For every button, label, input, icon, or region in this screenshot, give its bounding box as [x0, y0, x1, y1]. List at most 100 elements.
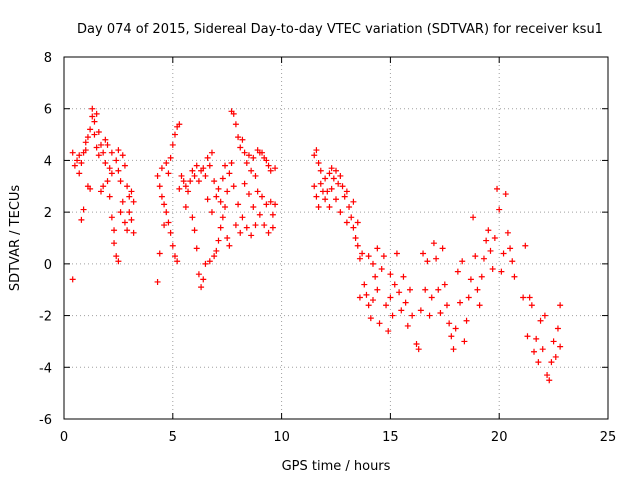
data-point-marker: [232, 121, 239, 128]
data-point-marker: [130, 229, 137, 236]
x-tick-label: 0: [60, 430, 68, 445]
data-point-marker: [248, 167, 255, 174]
data-point-marker: [84, 134, 91, 141]
data-point-marker: [167, 154, 174, 161]
data-point-marker: [502, 191, 509, 198]
data-point-marker: [69, 276, 76, 283]
data-point-marker: [367, 315, 374, 322]
data-point-marker: [398, 307, 405, 314]
data-point-marker: [241, 149, 248, 156]
y-axis-label: SDTVAR / TECUs: [8, 185, 23, 292]
data-point-marker: [69, 149, 76, 156]
data-point-marker: [117, 209, 124, 216]
data-point-marker: [435, 286, 442, 293]
data-point-marker: [256, 211, 263, 218]
data-point-marker: [230, 183, 237, 190]
data-point-marker: [400, 273, 407, 280]
data-point-marker: [380, 253, 387, 260]
data-point-marker: [428, 294, 435, 301]
data-point-marker: [126, 209, 133, 216]
data-point-marker: [396, 289, 403, 296]
data-point-marker: [206, 258, 213, 265]
data-point-marker: [524, 333, 531, 340]
x-tick-labels: 0 5 10 15 20 25: [60, 430, 616, 445]
data-point-marker: [206, 162, 213, 169]
data-point-marker: [402, 299, 409, 306]
data-point-marker: [102, 160, 109, 167]
data-point-marker: [97, 141, 104, 148]
data-point-marker: [533, 335, 540, 342]
data-point-marker: [113, 157, 120, 164]
data-point-marker: [385, 328, 392, 335]
data-point-marker: [341, 193, 348, 200]
data-point-marker: [430, 240, 437, 247]
data-point-marker: [387, 294, 394, 301]
data-point-marker: [241, 180, 248, 187]
data-point-marker: [544, 372, 551, 379]
data-point-marker: [215, 185, 222, 192]
data-point-marker: [245, 152, 252, 159]
data-point-marker: [171, 131, 178, 138]
data-point-marker: [472, 253, 479, 260]
data-point-marker: [337, 172, 344, 179]
data-point-marker: [474, 286, 481, 293]
data-point-marker: [363, 291, 370, 298]
data-point-marker: [478, 273, 485, 280]
data-point-marker: [198, 284, 205, 291]
data-point-marker: [202, 172, 209, 179]
data-point-marker: [374, 286, 381, 293]
data-point-marker: [106, 165, 113, 172]
data-point-marker: [95, 152, 102, 159]
data-point-marker: [202, 260, 209, 267]
data-point-marker: [108, 214, 115, 221]
data-point-marker: [167, 229, 174, 236]
data-point-marker: [511, 273, 518, 280]
data-point-marker: [272, 165, 279, 172]
data-point-marker: [459, 258, 466, 265]
data-point-marker: [243, 160, 250, 167]
data-point-marker: [250, 154, 257, 161]
y-tick-label: 6: [44, 103, 52, 118]
data-point-marker: [71, 162, 78, 169]
data-point-marker: [491, 235, 498, 241]
data-point-marker: [219, 175, 226, 182]
data-point-marker: [91, 118, 98, 125]
data-point-marker: [189, 167, 196, 174]
data-point-marker: [333, 167, 339, 174]
data-point-marker: [337, 209, 344, 216]
y-tick-label: 2: [44, 206, 52, 221]
data-point-marker: [215, 237, 222, 244]
data-point-marker: [470, 214, 477, 221]
data-point-marker: [269, 211, 276, 218]
data-point-marker: [124, 227, 131, 234]
data-point-marker: [263, 157, 270, 164]
data-point-marker: [422, 286, 429, 293]
data-point-marker: [526, 294, 533, 301]
x-tick-label: 20: [491, 430, 508, 445]
data-point-marker: [494, 185, 501, 192]
data-point-marker: [113, 253, 120, 260]
data-point-marker: [522, 242, 529, 249]
data-point-marker: [169, 242, 176, 249]
data-point-marker: [350, 198, 357, 205]
data-point-marker: [317, 167, 324, 174]
data-point-marker: [182, 183, 189, 190]
data-point-marker: [485, 227, 492, 234]
data-point-marker: [156, 250, 163, 257]
x-tick-label: 25: [600, 430, 617, 445]
data-point-marker: [185, 188, 192, 195]
data-point-marker: [269, 224, 276, 231]
data-point-marker: [230, 110, 237, 117]
data-point-marker: [313, 147, 320, 154]
data-point-marker: [115, 147, 122, 154]
y-tick-label: -2: [39, 310, 52, 325]
data-point-marker: [372, 273, 379, 280]
data-point-marker: [176, 121, 183, 128]
data-point-marker: [311, 183, 318, 190]
plot-frame: [63, 56, 609, 420]
data-point-marker: [424, 258, 431, 265]
data-point-marker: [222, 203, 229, 210]
data-point-marker: [200, 276, 207, 283]
data-point-marker: [346, 203, 353, 210]
